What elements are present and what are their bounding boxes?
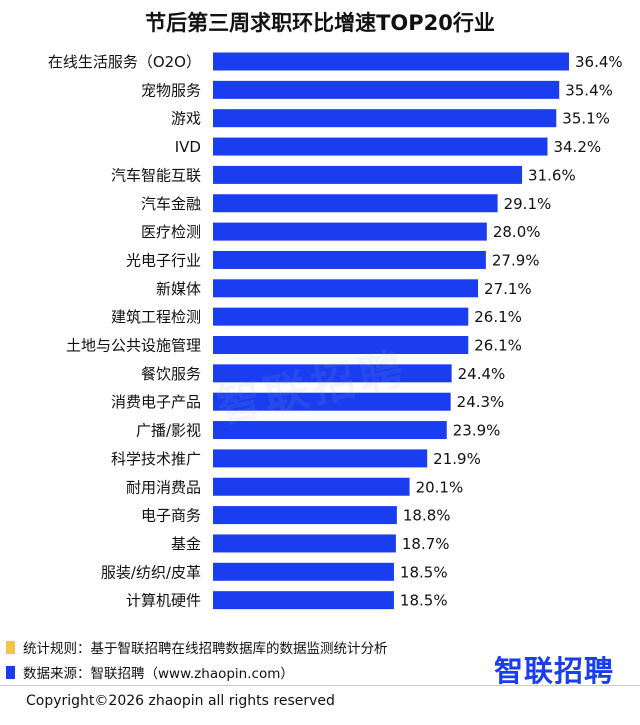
bar-3: [213, 109, 557, 128]
value-label: 18.7%: [402, 535, 450, 553]
category-label: 科学技术推广: [111, 450, 201, 468]
bar-19: [213, 562, 394, 581]
value-label: 28.0%: [493, 223, 541, 241]
bar-10: [213, 307, 469, 326]
bar-7: [213, 222, 487, 241]
bar-14: [213, 421, 447, 440]
category-label: IVD: [175, 138, 201, 156]
bar-15: [213, 449, 428, 468]
category-label: 医疗检测: [141, 223, 201, 241]
bar-9: [213, 279, 479, 298]
bar-chart: 在线生活服务（O2O） 36.4% 宠物服务 35.4% 游戏 35.1% IVD 34.2%…: [48, 52, 623, 610]
bar-17: [213, 506, 397, 525]
category-label: 餐饮服务: [141, 365, 201, 383]
category-label: 电子商务: [141, 507, 201, 525]
rule-note-text: 统计规则：基于智联招聘在线招聘数据库的数据监测统计分析: [23, 641, 388, 657]
value-label: 27.9%: [492, 251, 540, 269]
chart-title: 节后第三周求职环比增速TOP20行业: [145, 11, 495, 35]
source-note: 数据来源：智联招聘（www.zhaopin.com）: [6, 662, 294, 682]
source-note-text: 数据来源：智联招聘（www.zhaopin.com）: [23, 666, 294, 682]
category-label: 土地与公共设施管理: [66, 337, 201, 355]
bar-8: [213, 250, 486, 269]
bar-1: [213, 52, 569, 71]
category-label: 广播/影视: [136, 422, 201, 440]
bar-2: [213, 80, 560, 99]
value-label: 35.1%: [562, 110, 610, 128]
bar-11: [213, 336, 469, 354]
value-label: 21.9%: [433, 450, 481, 468]
category-label: 基金: [171, 535, 201, 553]
category-label: 光电子行业: [126, 251, 201, 269]
bar-18: [213, 534, 396, 553]
value-label: 18.5%: [400, 563, 448, 581]
value-label: 36.4%: [575, 53, 623, 71]
category-label: 建筑工程检测: [111, 308, 201, 326]
value-label: 27.1%: [484, 280, 532, 298]
bar-6: [213, 194, 498, 213]
value-label: 35.4%: [565, 81, 613, 99]
bar-20: [213, 591, 394, 610]
category-label: 新媒体: [156, 280, 201, 298]
brand-logo: 智联招聘: [494, 654, 615, 688]
blue-square-icon: [6, 665, 15, 679]
value-label: 24.3%: [457, 393, 505, 411]
value-label: 24.4%: [458, 365, 506, 383]
category-label: 汽车金融: [141, 195, 201, 213]
category-label: 游戏: [171, 110, 201, 128]
value-label: 34.2%: [553, 138, 601, 156]
rule-note: 统计规则：基于智联招聘在线招聘数据库的数据监测统计分析: [6, 637, 388, 657]
category-label: 消费电子产品: [111, 393, 201, 411]
value-label: 18.5%: [400, 592, 448, 610]
bar-16: [213, 477, 410, 496]
value-label: 18.8%: [403, 507, 451, 525]
value-label: 31.6%: [528, 166, 576, 184]
value-label: 23.9%: [453, 422, 501, 440]
bar-13: [213, 392, 451, 411]
category-label: 在线生活服务（O2O）: [48, 53, 201, 71]
bar-4: [213, 137, 548, 156]
footer-divider: [0, 685, 640, 686]
bar-5: [213, 165, 523, 184]
category-label: 计算机硬件: [126, 592, 201, 610]
value-label: 29.1%: [504, 195, 552, 213]
value-label: 26.1%: [474, 337, 522, 355]
category-label: 耐用消费品: [126, 478, 201, 496]
copyright-text: Copyright©2026 zhaopin all rights reserv…: [26, 693, 335, 709]
yellow-square-icon: [6, 640, 15, 654]
category-label: 服装/纺织/皮革: [101, 563, 201, 581]
bar-12: [213, 364, 452, 383]
value-label: 26.1%: [474, 308, 522, 326]
category-label: 汽车智能互联: [111, 166, 201, 184]
category-label: 宠物服务: [141, 81, 201, 99]
value-label: 20.1%: [416, 478, 464, 496]
